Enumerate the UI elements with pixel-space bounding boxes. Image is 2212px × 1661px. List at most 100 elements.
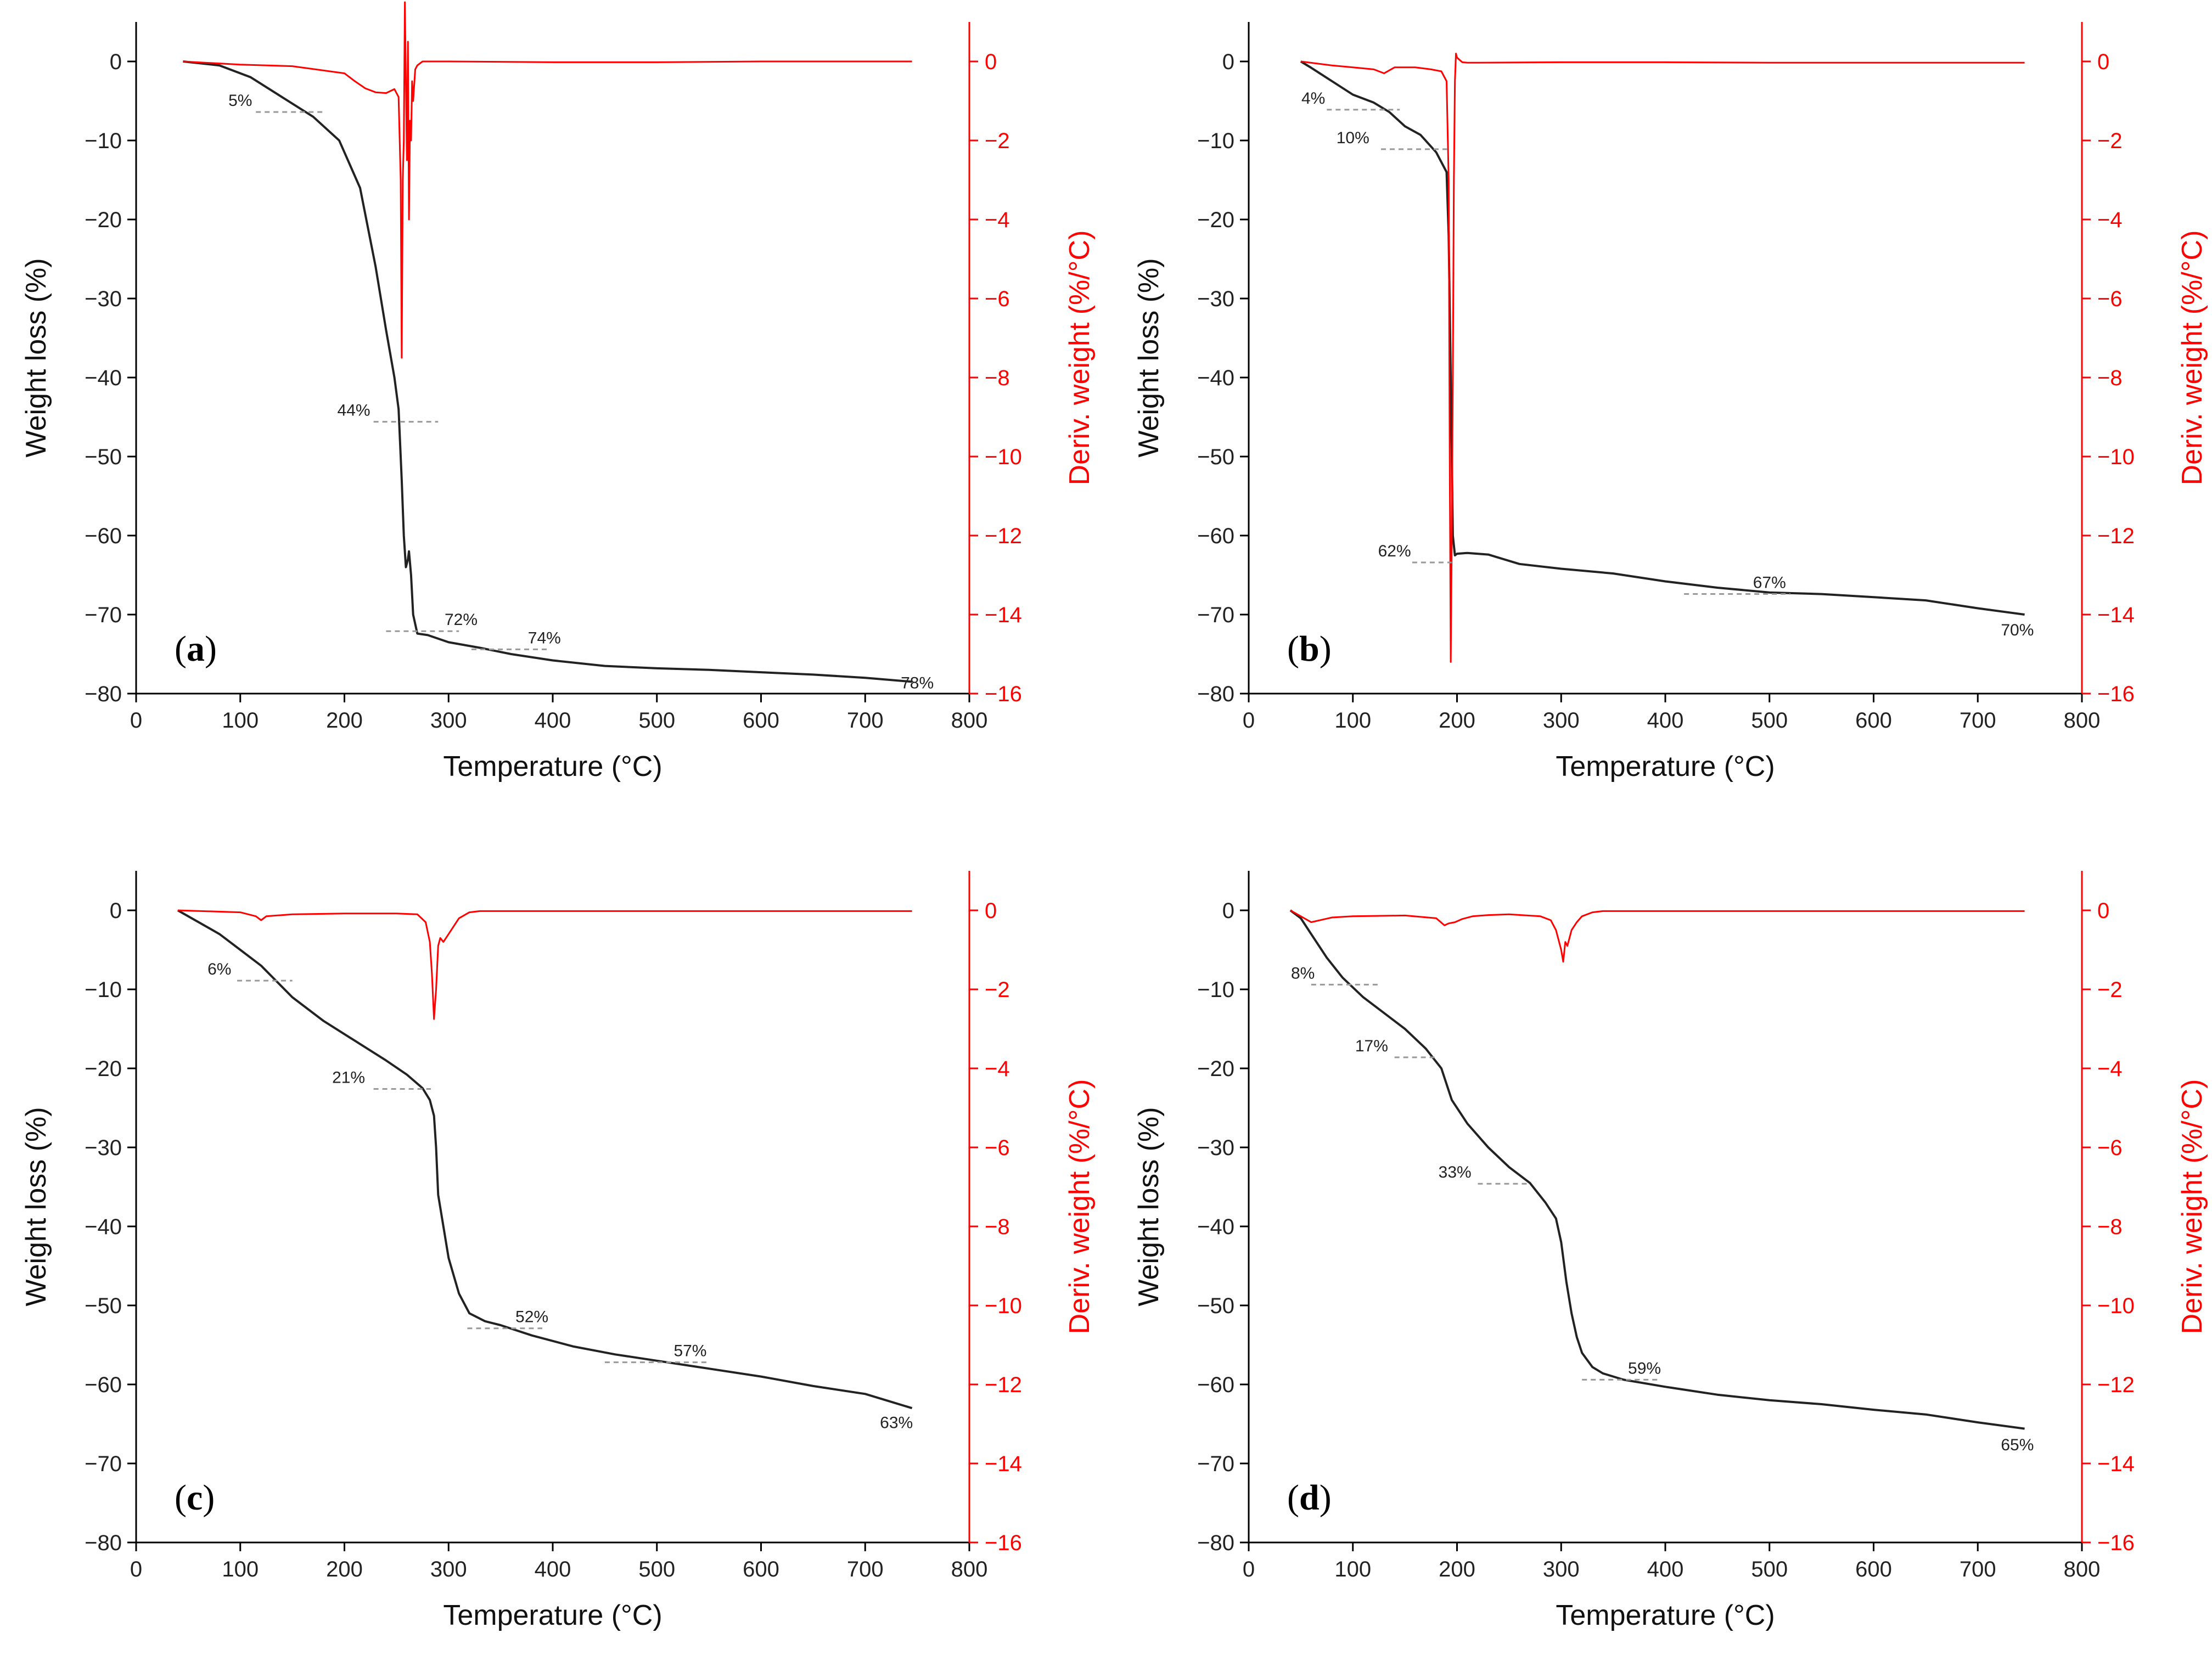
- deriv-weight-line: [1290, 909, 2025, 963]
- annotation-label: 52%: [515, 1308, 548, 1326]
- x-tick-label: 200: [1439, 1557, 1475, 1581]
- annotation-label: 63%: [880, 1414, 913, 1432]
- y2-tick-label: −4: [985, 208, 1010, 232]
- y-tick-label: −70: [85, 1452, 122, 1476]
- chart-panel-c: 0 100 200 300 400 500 600 700 8000−10−20−30−40−5…: [20, 871, 1096, 1631]
- annotation-label: 4%: [1301, 89, 1325, 108]
- annotation-label: 78%: [901, 674, 934, 692]
- x-tick-label: 200: [326, 708, 363, 733]
- panel-label: (b): [1287, 629, 1332, 669]
- y-axis-title: Weight loss (%): [20, 258, 52, 457]
- chart-panel-a: 0 100 200 300 400 500 600 700 8000−10−20−30−40−5…: [20, 1, 1096, 782]
- y2-tick-label: −16: [985, 1531, 1022, 1555]
- x-axis-title: Temperature (°C): [1556, 751, 1775, 782]
- deriv-weight-line: [1300, 53, 2025, 663]
- x-tick-label: 500: [1751, 708, 1788, 733]
- x-tick-label: 600: [743, 708, 779, 733]
- y2-axis-title: Deriv. weight (%/°C): [1064, 230, 1096, 486]
- y2-tick-label: −10: [985, 445, 1022, 469]
- y-axis-title: Weight loss (%): [20, 1107, 52, 1306]
- annotation-label: 8%: [1291, 964, 1315, 982]
- x-tick-label: 500: [638, 708, 675, 733]
- y2-tick-label: −6: [2097, 1136, 2123, 1160]
- x-tick-label: 800: [2064, 1557, 2101, 1581]
- y-tick-label: −10: [1197, 129, 1234, 153]
- y2-tick-label: −8: [985, 366, 1010, 390]
- y-tick-label: −80: [1197, 682, 1234, 706]
- y2-tick-label: −12: [2097, 524, 2135, 548]
- y-tick-label: −50: [85, 445, 122, 469]
- deriv-weight-line: [183, 1, 912, 359]
- y-axis-title: Weight loss (%): [1133, 258, 1165, 457]
- x-tick-label: 0: [1243, 1557, 1255, 1581]
- y2-tick-label: −8: [985, 1215, 1010, 1239]
- annotation-label: 70%: [2001, 621, 2034, 639]
- weight-loss-line: [1300, 60, 2025, 616]
- chart-panel-d: 0 100 200 300 400 500 600 700 8000−10−20−30−40−5…: [1133, 871, 2208, 1631]
- y-tick-label: −70: [1197, 603, 1234, 627]
- weight-loss-line: [183, 60, 912, 683]
- annotation-label: 33%: [1439, 1163, 1472, 1181]
- x-tick-label: 100: [1334, 1557, 1371, 1581]
- x-tick-label: 400: [535, 708, 571, 733]
- y-tick-label: −30: [85, 1136, 122, 1160]
- y-tick-label: −80: [85, 682, 122, 706]
- y-tick-label: −10: [85, 129, 122, 153]
- panel-label: (a): [175, 629, 217, 669]
- y-tick-label: −30: [1197, 1136, 1234, 1160]
- x-tick-label: 0: [1243, 708, 1255, 733]
- x-tick-label: 300: [1543, 1557, 1580, 1581]
- x-tick-label: 700: [1960, 708, 1996, 733]
- y2-tick-label: −16: [2097, 1531, 2135, 1555]
- y-tick-label: −40: [1197, 1215, 1234, 1239]
- x-tick-label: 0: [130, 708, 142, 733]
- y-tick-label: −10: [85, 978, 122, 1002]
- y2-tick-label: −6: [985, 287, 1010, 311]
- y-tick-label: −20: [85, 208, 122, 232]
- y2-tick-label: −10: [2097, 445, 2135, 469]
- y-tick-label: −70: [85, 603, 122, 627]
- y2-tick-label: −6: [985, 1136, 1010, 1160]
- y2-tick-label: −4: [2097, 208, 2123, 232]
- x-tick-label: 400: [1647, 708, 1684, 733]
- y2-tick-label: −2: [985, 129, 1010, 153]
- y2-tick-label: 0: [985, 50, 997, 74]
- x-tick-label: 700: [847, 1557, 884, 1581]
- x-tick-label: 100: [222, 1557, 259, 1581]
- y2-tick-label: −14: [2097, 1452, 2135, 1476]
- y-tick-label: 0: [1222, 899, 1234, 923]
- chart-panel-b: 0 100 200 300 400 500 600 700 8000−10−20−30−40−5…: [1133, 22, 2208, 782]
- annotation-label: 44%: [338, 402, 370, 420]
- y-tick-label: −50: [1197, 445, 1234, 469]
- y2-tick-label: −2: [2097, 978, 2123, 1002]
- annotation-label: 65%: [2001, 1436, 2034, 1454]
- y2-axis-title: Deriv. weight (%/°C): [1064, 1079, 1096, 1335]
- y2-axis-title: Deriv. weight (%/°C): [2176, 1079, 2208, 1335]
- y-tick-label: −60: [85, 524, 122, 548]
- annotation-label: 59%: [1628, 1359, 1661, 1377]
- y-tick-label: −40: [1197, 366, 1234, 390]
- y2-tick-label: −2: [985, 978, 1010, 1002]
- y2-tick-label: −4: [985, 1057, 1010, 1081]
- y-tick-label: −50: [85, 1294, 122, 1318]
- annotation-label: 21%: [332, 1068, 365, 1086]
- y-tick-label: −60: [1197, 524, 1234, 548]
- y-tick-label: −80: [1197, 1531, 1234, 1555]
- x-tick-label: 600: [1855, 1557, 1892, 1581]
- annotation-label: 57%: [673, 1342, 706, 1360]
- y2-tick-label: −2: [2097, 129, 2123, 153]
- y-axis-title: Weight loss (%): [1133, 1107, 1165, 1306]
- x-tick-label: 100: [222, 708, 259, 733]
- y-tick-label: −60: [85, 1373, 122, 1397]
- x-tick-label: 700: [847, 708, 884, 733]
- y2-tick-label: −14: [2097, 603, 2135, 627]
- x-tick-label: 400: [1647, 1557, 1684, 1581]
- x-axis-title: Temperature (°C): [1556, 1600, 1775, 1631]
- annotation-label: 10%: [1337, 129, 1369, 147]
- x-tick-label: 800: [2064, 708, 2101, 733]
- y2-tick-label: −12: [985, 1373, 1022, 1397]
- x-axis-title: Temperature (°C): [443, 751, 662, 782]
- y2-tick-label: −8: [2097, 1215, 2123, 1239]
